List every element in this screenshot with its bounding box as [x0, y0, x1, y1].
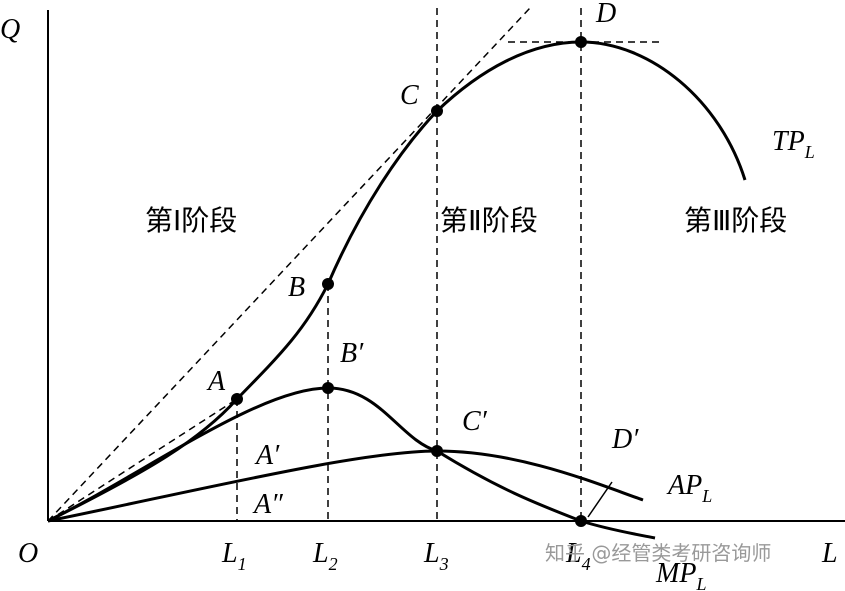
stage-label: 第Ⅲ阶段 — [684, 204, 787, 237]
mp-curve — [47, 386, 656, 540]
point — [431, 105, 443, 117]
tick-label: L1 — [221, 538, 247, 574]
y-label: Q — [0, 14, 20, 45]
tangent-line — [47, 7, 531, 522]
curve-sub: L — [695, 574, 706, 591]
vertical-guides — [236, 8, 582, 521]
point — [431, 445, 443, 457]
point — [575, 515, 587, 527]
point-label: B′ — [340, 338, 364, 369]
x-label: L — [821, 538, 838, 569]
tick-label: L3 — [423, 538, 449, 574]
curve-main: MP — [655, 558, 696, 589]
tick-sub: 1 — [238, 554, 247, 574]
point-label: A″ — [252, 489, 283, 520]
curve-label: TPL — [772, 126, 815, 162]
point — [575, 36, 587, 48]
point-label: C′ — [462, 406, 488, 437]
curve-label: MPL — [655, 558, 706, 591]
curve-sub: L — [804, 142, 815, 162]
point — [231, 393, 243, 405]
stage-label: 第Ⅰ阶段 — [145, 204, 237, 237]
tick-main: L — [221, 538, 238, 569]
ray-a — [47, 398, 238, 522]
points — [231, 36, 587, 527]
point-label: D — [595, 0, 616, 29]
curve-label: APL — [666, 470, 712, 506]
tick-main: L — [312, 538, 329, 569]
curve-main: TP — [772, 126, 805, 157]
stage-label: 第Ⅱ阶段 — [440, 204, 538, 237]
watermark: 知乎 @经管类考研咨询师 — [545, 541, 771, 565]
tick-label: L2 — [312, 538, 338, 574]
tick-label: L4 — [565, 538, 591, 574]
ap-curve — [47, 449, 644, 523]
point — [322, 382, 334, 394]
point-label: C — [400, 80, 419, 111]
tick-sub: 4 — [582, 554, 591, 574]
pointer — [587, 481, 613, 518]
tp-curve — [47, 40, 747, 523]
tick-sub: 2 — [329, 554, 338, 574]
tick-main: L — [565, 538, 582, 569]
point-label: A — [206, 366, 226, 397]
tick-sub: 3 — [439, 554, 449, 574]
origin-label: O — [18, 538, 38, 569]
point — [322, 278, 334, 290]
curve-main: AP — [666, 470, 702, 501]
point-label: D′ — [611, 424, 639, 455]
point-label: B — [288, 272, 305, 303]
tick-main: L — [423, 538, 440, 569]
point-label: A′ — [254, 440, 280, 471]
curve-sub: L — [701, 486, 712, 506]
